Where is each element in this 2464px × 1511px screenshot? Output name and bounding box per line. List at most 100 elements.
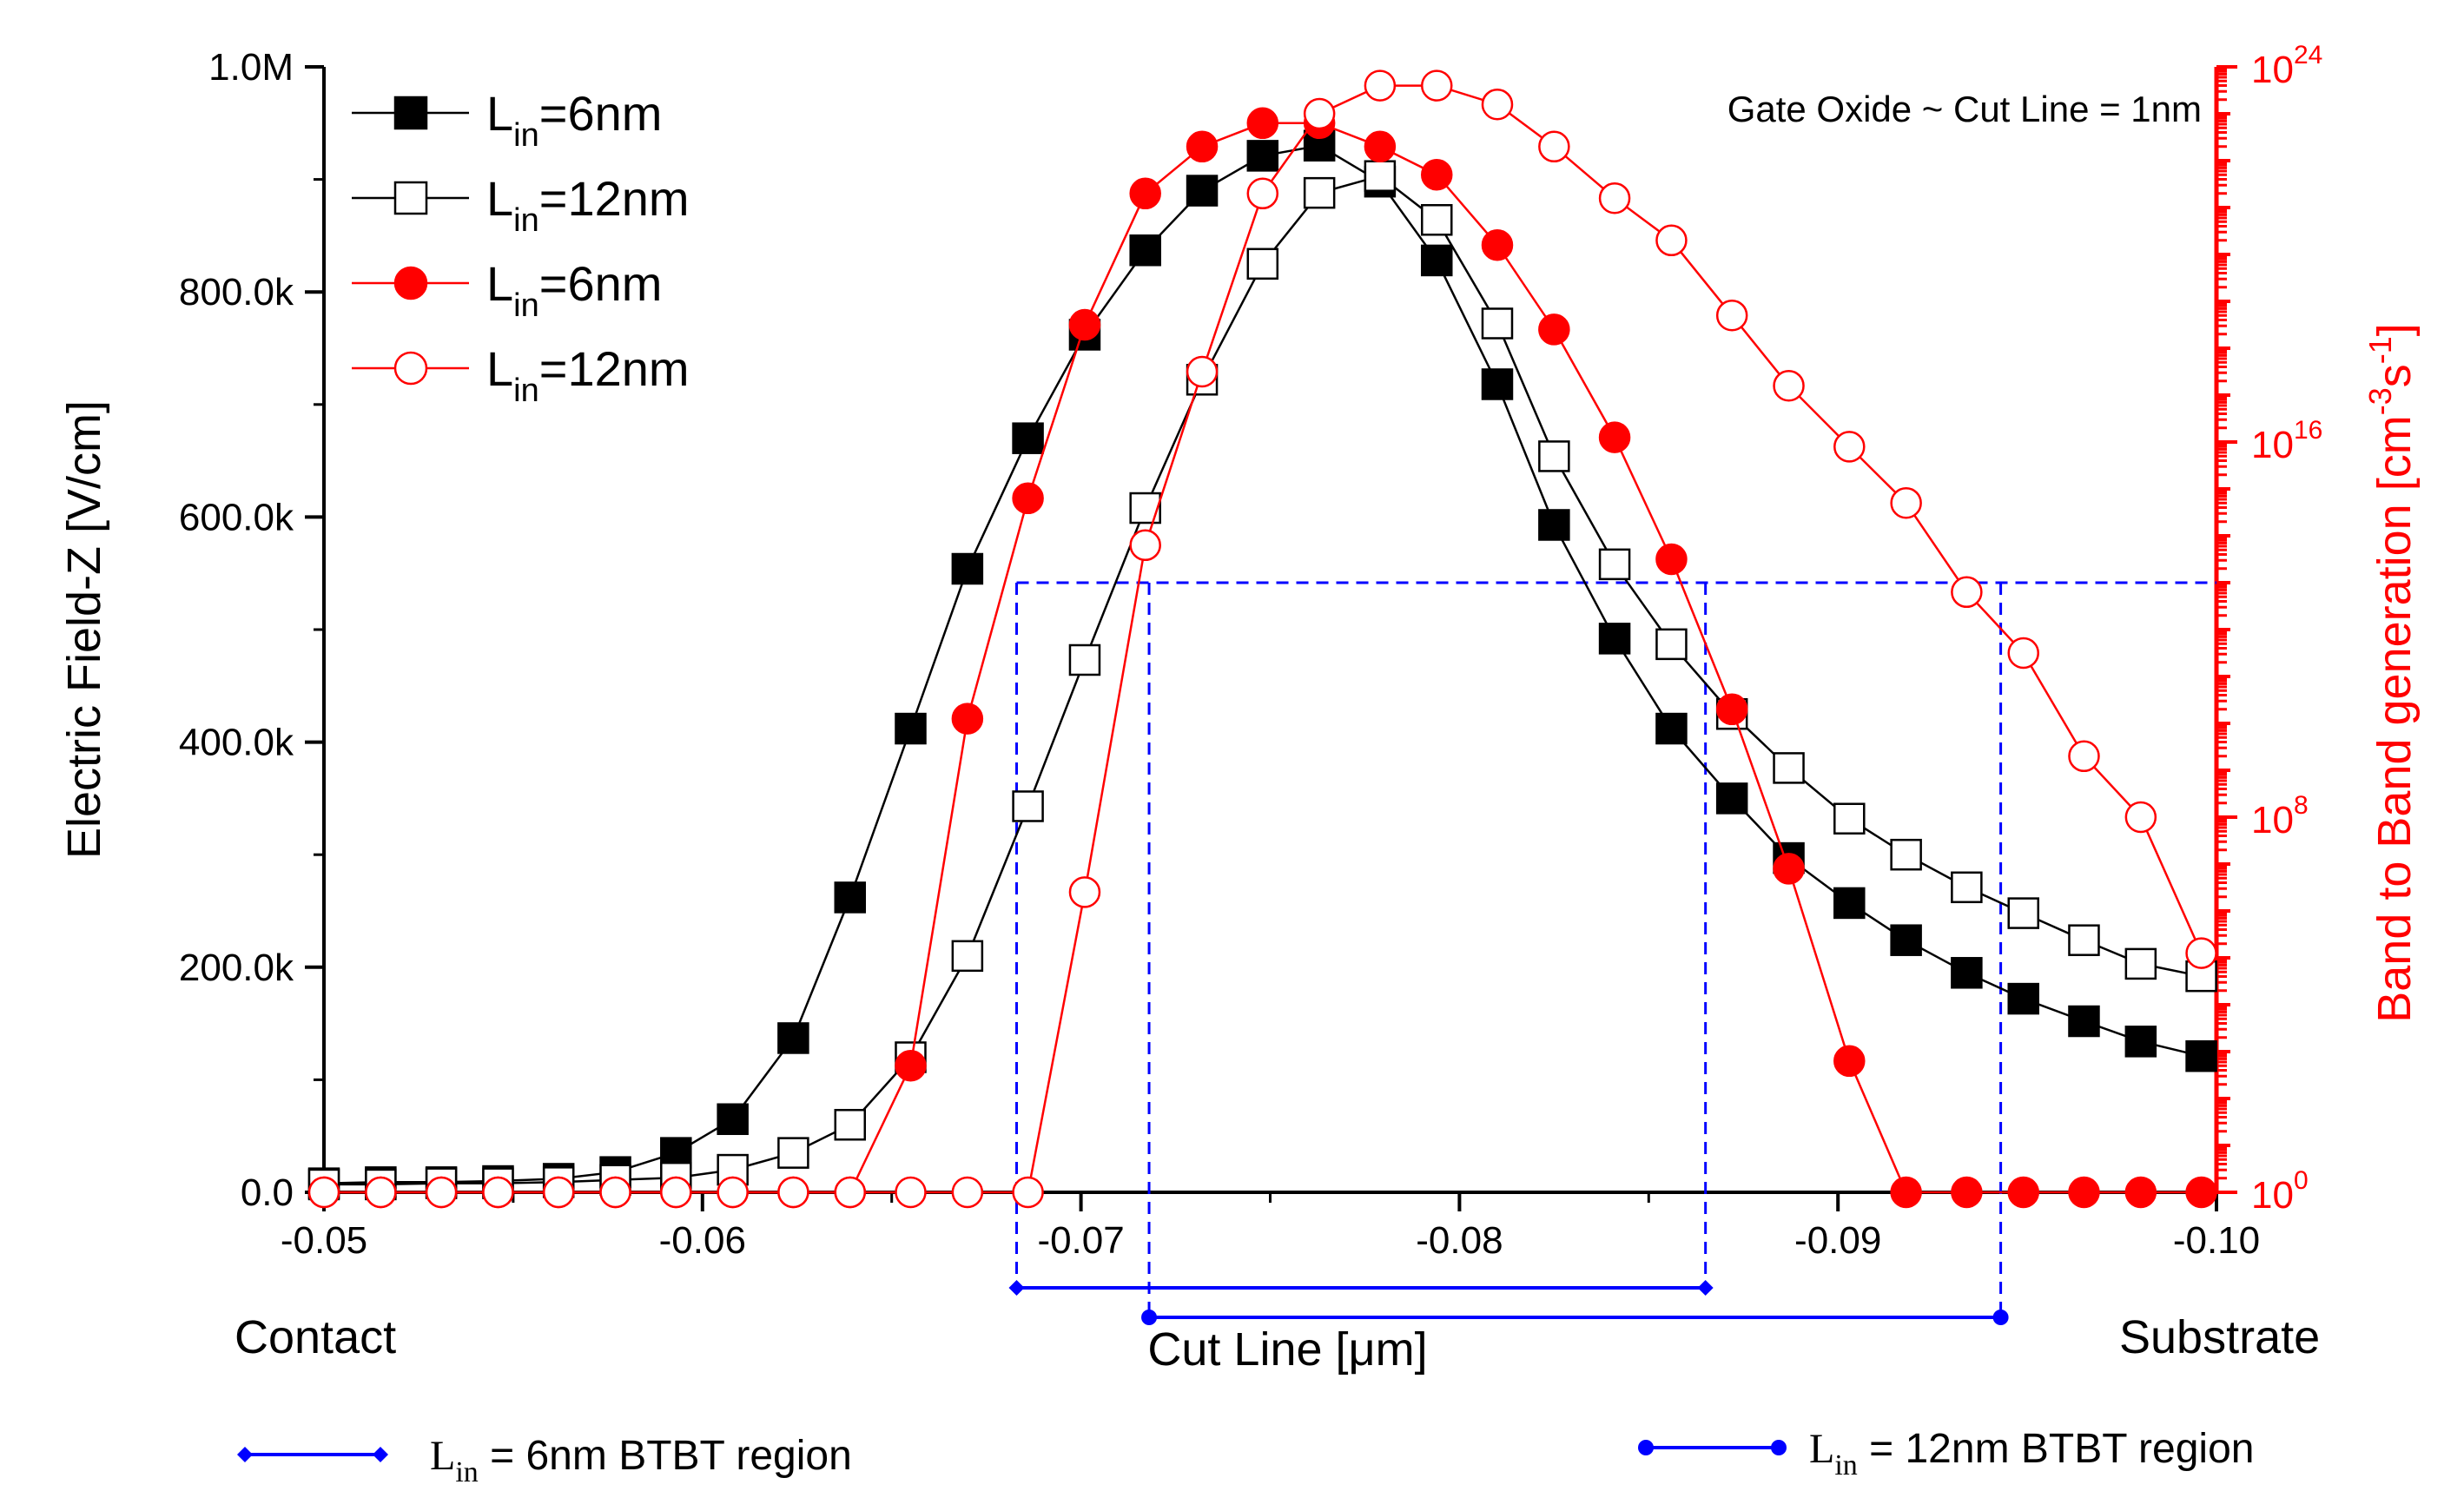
series-0-point — [1246, 140, 1279, 172]
series-0-point — [777, 1022, 809, 1054]
series-2-point — [1186, 130, 1219, 163]
series-1-point — [1833, 802, 1866, 835]
btbt-region-end-marker — [1141, 1310, 1158, 1325]
series-0-point — [1538, 509, 1570, 541]
y-tick-label: 1.0M — [208, 46, 294, 89]
series-3-point — [717, 1176, 749, 1209]
series-2-point — [1598, 421, 1631, 453]
series-0-point — [951, 552, 984, 585]
x-tick-label: -0.09 — [1794, 1219, 1881, 1262]
series-2-point — [895, 1049, 927, 1082]
series-3-point — [951, 1176, 984, 1209]
series-3-point — [1833, 431, 1866, 463]
legend-label: Lin=6nm — [486, 256, 662, 324]
series-3-point — [1598, 181, 1631, 214]
series-3-point — [482, 1176, 514, 1209]
series-1-point — [1890, 838, 1922, 871]
series-1-point — [834, 1108, 867, 1141]
series-2-point — [2185, 1176, 2217, 1209]
series-0-point — [2185, 1039, 2217, 1072]
y-tick-label: 0.0 — [241, 1171, 294, 1214]
series-1-line — [324, 175, 2202, 1186]
series-3-point — [599, 1176, 631, 1209]
series-3-point — [1655, 224, 1688, 257]
series-2-point — [1833, 1045, 1866, 1078]
series-1-point — [1655, 628, 1688, 661]
y2-tick-label: 108 — [2251, 791, 2309, 841]
legend-marker — [393, 351, 428, 386]
y2-tick-label: 100 — [2251, 1166, 2309, 1217]
series-2-point — [1538, 313, 1570, 346]
series-3-point — [2007, 637, 2039, 670]
y2-tick-label: 1016 — [2251, 416, 2322, 466]
y-tick-label: 600.0k — [179, 496, 294, 538]
series-0-point — [1890, 924, 1922, 956]
btbt-region-end-marker — [1697, 1280, 1714, 1296]
series-1-point — [1951, 871, 1983, 904]
series-1-point — [1598, 548, 1631, 581]
series-1-point — [1303, 176, 1336, 209]
series-3-point — [1773, 369, 1805, 402]
series-3-point — [2068, 740, 2100, 773]
series-2-point — [2007, 1176, 2039, 1209]
series-2-point — [1715, 693, 1748, 726]
series-1-point — [1538, 440, 1570, 472]
x-left-label: Contact — [235, 1311, 396, 1363]
series-3-point — [1129, 529, 1161, 562]
series-0-point — [1655, 712, 1688, 745]
series-3-point — [1303, 97, 1336, 130]
x-tick-label: -0.07 — [1037, 1219, 1124, 1262]
series-0-point — [1598, 623, 1631, 655]
series-2-point — [1068, 308, 1101, 341]
series-1-point — [1364, 160, 1397, 192]
series-3-point — [1364, 69, 1397, 102]
series-0-point — [1715, 782, 1748, 815]
btbt-key-marker — [373, 1447, 388, 1462]
series-1-point — [2007, 897, 2039, 929]
x-axis-title: Cut Line [μm] — [1147, 1323, 1427, 1376]
btbt-region-end-marker — [1008, 1280, 1025, 1296]
series-1-point — [951, 940, 984, 973]
legend-label: Lin=12nm — [486, 341, 690, 409]
series-1-point — [1129, 492, 1161, 525]
series-1-point — [2124, 947, 2157, 980]
series-1-point — [1246, 247, 1279, 280]
series-3-point — [777, 1176, 809, 1209]
y-tick-label: 200.0k — [179, 947, 294, 989]
series-0-point — [1833, 887, 1866, 920]
series-1-point — [777, 1137, 809, 1169]
series-0-point — [1129, 234, 1161, 267]
y-tick-label: 800.0k — [179, 271, 294, 313]
series-0-point — [1481, 368, 1514, 400]
series-0-point — [2007, 982, 2039, 1015]
series-2-point — [1481, 228, 1514, 261]
series-2-point — [1655, 543, 1688, 576]
y-tick-label: 400.0k — [179, 722, 294, 764]
series-1-point — [1421, 204, 1453, 236]
series-1-point — [1068, 643, 1101, 676]
series-0-point — [2124, 1026, 2157, 1058]
series-2-point — [1364, 130, 1397, 163]
y2-axis-title: Band to Band generation [cm-3s-1] — [2362, 323, 2421, 1023]
series-3-point — [1538, 130, 1570, 163]
y2-tick-label: 1024 — [2251, 41, 2322, 91]
series-1-point — [2068, 924, 2100, 956]
series-0-point — [1951, 957, 1983, 989]
series-2-point — [1246, 107, 1279, 140]
series-0-point — [895, 712, 927, 745]
series-3-point — [365, 1176, 397, 1209]
btbt-key-marker — [1638, 1440, 1654, 1455]
series-2-point — [1773, 853, 1805, 885]
series-3-point — [1715, 299, 1748, 332]
btbt-key-label: Lin = 6nm BTBT region — [430, 1433, 852, 1488]
btbt-region-end-marker — [1992, 1310, 2009, 1325]
x-tick-label: -0.08 — [1416, 1219, 1503, 1262]
x-right-label: Substrate — [2119, 1311, 2320, 1363]
series-0-point — [834, 881, 867, 914]
series-0-point — [717, 1103, 749, 1136]
series-3-point — [2124, 801, 2157, 834]
series-2-point — [2124, 1176, 2157, 1209]
series-3-point — [1421, 69, 1453, 102]
series-3-point — [895, 1176, 927, 1209]
